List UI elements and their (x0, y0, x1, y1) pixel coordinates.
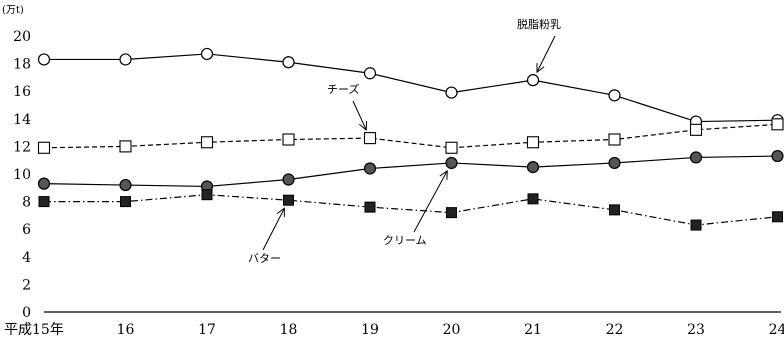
data-point (37, 53, 51, 66)
annotation-arrowhead (536, 63, 545, 74)
data-point (608, 133, 621, 146)
data-point (690, 219, 702, 231)
x-tick-label: 20 (443, 322, 461, 338)
y-unit-label: (万t) (2, 5, 24, 16)
y-tick-label: 6 (22, 222, 31, 238)
data-point (37, 177, 51, 190)
data-point (689, 123, 703, 136)
y-tick-label: 16 (13, 84, 31, 100)
series-4 (38, 189, 783, 231)
y-tick-label: 14 (13, 112, 31, 128)
series-1 (37, 47, 784, 128)
data-point (282, 173, 295, 186)
data-point (37, 141, 51, 154)
x-tick-label: 18 (280, 322, 298, 338)
data-point (446, 207, 457, 219)
data-point (283, 194, 294, 206)
data-point (282, 56, 295, 69)
data-point (771, 149, 784, 163)
y-tick-labels: 0 2 4 6 8 10 12 14 16 18 20 (13, 29, 31, 321)
x-tick-label: 23 (687, 322, 705, 338)
y-tick-label: 8 (22, 195, 31, 211)
data-point (200, 47, 214, 61)
data-point (363, 162, 377, 175)
x-tick-label: 24 (769, 322, 784, 338)
data-point (364, 201, 376, 213)
annotation-arrow (536, 35, 556, 73)
data-point (608, 156, 621, 170)
annotation-arrow (352, 100, 367, 131)
data-point (772, 211, 783, 223)
data-point (119, 178, 132, 192)
series-label: バター (248, 252, 281, 265)
data-point (363, 132, 377, 145)
x-tick-labels: 平成15年 16 17 18 19 20 21 22 23 24 (4, 322, 784, 338)
series-label: クリーム (383, 234, 427, 247)
x-tick-label: 22 (606, 322, 624, 338)
data-point (526, 161, 540, 174)
series-line (44, 194, 778, 226)
data-point (119, 53, 132, 66)
annotation-arrow (262, 208, 285, 251)
data-point (445, 86, 458, 99)
data-point (526, 74, 540, 87)
data-point (282, 133, 295, 146)
data-point (689, 151, 703, 164)
series-line (43, 155, 778, 188)
x-tick-label: 19 (361, 322, 379, 338)
x-tick-label: 16 (117, 322, 135, 338)
annotation-arrow (413, 170, 448, 233)
x-tick-label: 21 (524, 322, 542, 338)
y-tick-label: 0 (22, 305, 31, 321)
series-label: チーズ (327, 82, 359, 96)
annotation-arrowhead (358, 120, 368, 131)
series-line (43, 123, 778, 149)
x-tick-label: 平成15年 (4, 322, 64, 338)
data-point (200, 136, 214, 149)
x-tick-label: 17 (198, 322, 216, 338)
data-point (609, 204, 620, 216)
data-point (120, 196, 131, 208)
y-tick-label: 18 (13, 57, 31, 73)
data-point (527, 193, 539, 205)
data-point (526, 136, 540, 149)
annotation-arrowhead (276, 207, 285, 218)
annotation-arrowhead (439, 169, 448, 180)
series-3 (37, 149, 784, 193)
data-point (201, 189, 213, 201)
data-point (363, 67, 377, 80)
y-tick-label: 10 (13, 167, 31, 183)
y-tick-label: 4 (22, 250, 31, 266)
y-tick-label: 12 (13, 139, 31, 155)
data-point (445, 156, 458, 170)
y-tick-label: 2 (22, 277, 31, 293)
data-point (608, 89, 621, 102)
series-2 (37, 118, 784, 154)
data-point (445, 141, 458, 154)
data-point (38, 196, 50, 208)
data-point (771, 118, 784, 131)
y-tick-label: 20 (13, 29, 31, 45)
data-point (119, 140, 132, 153)
series-label: 脱脂粉乳 (517, 17, 561, 31)
series-line (44, 53, 778, 123)
series-group (37, 47, 784, 231)
